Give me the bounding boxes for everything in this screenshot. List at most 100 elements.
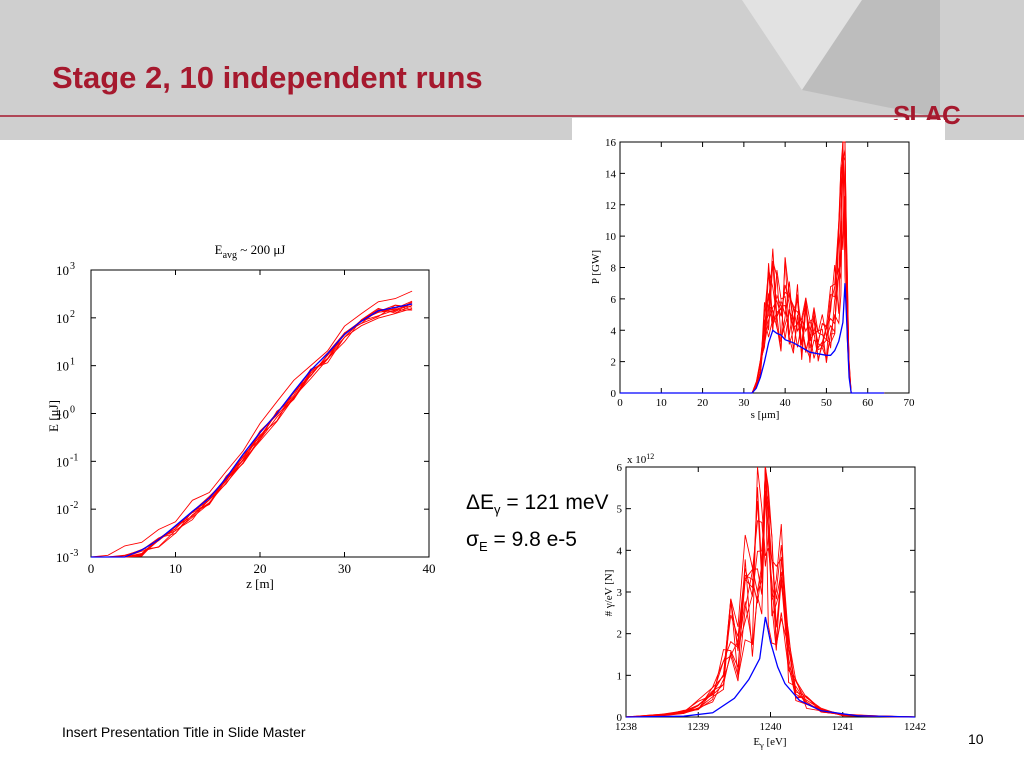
run-line: [625, 496, 916, 718]
spectrum-scale-label: x 1012: [627, 452, 654, 466]
y-tick-exponent: 0: [70, 405, 75, 416]
y-tick-label: 4: [617, 545, 623, 557]
y-tick-label: 2: [611, 357, 617, 369]
y-tick-exponent: 3: [70, 261, 75, 272]
power-ylabel: P [GW]: [590, 250, 602, 284]
x-tick-label: 30: [338, 561, 351, 576]
y-tick-label: 6: [617, 462, 623, 474]
header-triangle-dark: [802, 0, 940, 118]
delta-e-value: = 121 meV: [500, 491, 609, 514]
x-tick-label: 1242: [904, 721, 926, 733]
power-chart: 0 10 20 30 40 50 60 70 0 2 4 6 8 10 12 14 16 s [μm] P [G…: [575, 120, 945, 425]
spectrum-plot-frame: [625, 466, 916, 718]
run-line: [625, 466, 916, 718]
run-line: [91, 304, 413, 558]
x-tick-label: 1239: [687, 721, 710, 733]
x-tick-label: 1241: [832, 721, 854, 733]
header-triangle-light: [742, 0, 862, 90]
y-tick-label: 0: [611, 388, 617, 400]
y-tick-exponent: -3: [70, 548, 78, 559]
delta-e-subscript: γ: [494, 502, 501, 517]
x-tick-label: 20: [697, 397, 709, 409]
y-tick-label: 10: [56, 311, 69, 326]
y-tick-label: 10: [56, 263, 69, 278]
x-tick-label: 40: [423, 561, 436, 576]
spectrum-xlabel: Eγ [eV]: [753, 736, 786, 750]
energy-chart-title: Eavg ~ 200 μJ: [215, 242, 286, 261]
y-tick-label: 10: [56, 407, 69, 422]
y-tick-exponent: -2: [70, 500, 78, 511]
y-tick-label: 16: [605, 137, 617, 149]
run-line: [620, 149, 885, 394]
x-tick-label: 20: [254, 561, 267, 576]
bandwidth-stats: ΔEγ = 121 meV σE = 9.8 e-5: [466, 488, 609, 562]
power-xlabel: s [μm]: [751, 409, 780, 421]
y-tick-label: 10: [605, 231, 617, 243]
delta-e-line: ΔEγ = 121 meV: [466, 488, 609, 525]
footer-text: Insert Presentation Title in Slide Maste…: [62, 724, 306, 740]
spectrum-ylabel: # γ/eV [N]: [603, 570, 615, 617]
y-tick-exponent: -1: [70, 452, 78, 463]
run-line: [91, 302, 413, 558]
y-tick-label: 5: [617, 504, 623, 516]
y-tick-label: 0: [617, 712, 623, 724]
run-line: [625, 466, 916, 718]
y-tick-label: 10: [56, 359, 69, 374]
x-tick-label: 0: [617, 397, 623, 409]
run-line: [91, 309, 413, 558]
average-line: [91, 303, 413, 558]
x-tick-label: 1240: [760, 721, 783, 733]
spectrum-chart: x 1012 1238 1239 1240 1241 1242 0 1 2 3 4 5 6 Eγ [e…: [603, 452, 926, 750]
energy-ylabel: E [μJ]: [46, 400, 61, 432]
header-band: [0, 0, 1024, 140]
run-line: [91, 300, 413, 558]
run-line: [625, 466, 916, 718]
x-tick-label: 50: [821, 397, 833, 409]
x-tick-label: 40: [780, 397, 792, 409]
run-line: [91, 304, 413, 558]
y-tick-label: 8: [611, 263, 617, 275]
header-band-lower-right: [944, 118, 1024, 140]
run-line: [91, 303, 413, 558]
page-number: 10: [968, 731, 984, 747]
delta-e-symbol: ΔE: [466, 491, 495, 514]
run-line: [91, 301, 413, 558]
y-tick-label: 10: [56, 454, 69, 469]
y-tick-label: 3: [617, 587, 623, 599]
run-line: [625, 466, 916, 718]
y-tick-label: 10: [56, 550, 69, 565]
run-line: [620, 166, 885, 394]
spectrum-plot-area: 1238 1239 1240 1241 1242 0 1 2 3 4 5 6: [615, 462, 926, 733]
sigma-value: = 9.8 e-5: [487, 528, 577, 551]
average-line: [620, 283, 885, 394]
run-line: [90, 290, 413, 558]
y-tick-exponent: 1: [70, 357, 75, 368]
run-line: [625, 466, 916, 718]
x-tick-label: 0: [88, 561, 95, 576]
run-line: [625, 466, 916, 718]
y-tick-label: 10: [56, 502, 69, 517]
sigma-symbol: σ: [466, 528, 479, 551]
run-line: [620, 141, 885, 394]
run-line: [620, 161, 885, 394]
energy-xlabel: z [m]: [246, 576, 274, 591]
run-line: [625, 499, 916, 718]
x-tick-label: 30: [738, 397, 750, 409]
average-line: [625, 616, 916, 718]
header-band-lower-left: [0, 118, 572, 140]
energy-plot-frame: [90, 269, 430, 558]
y-tick-label: 1: [617, 670, 623, 682]
run-line: [625, 490, 916, 718]
run-line: [91, 307, 413, 558]
y-tick-exponent: 2: [70, 309, 75, 320]
x-tick-label: 70: [904, 397, 916, 409]
y-tick-label: 4: [611, 325, 617, 337]
sigma-subscript: E: [478, 539, 488, 554]
sigma-line: σE = 9.8 e-5: [466, 525, 609, 562]
run-line: [91, 304, 413, 558]
y-tick-label: 12: [605, 200, 616, 212]
y-tick-label: 6: [611, 294, 617, 306]
x-tick-label: 60: [862, 397, 874, 409]
